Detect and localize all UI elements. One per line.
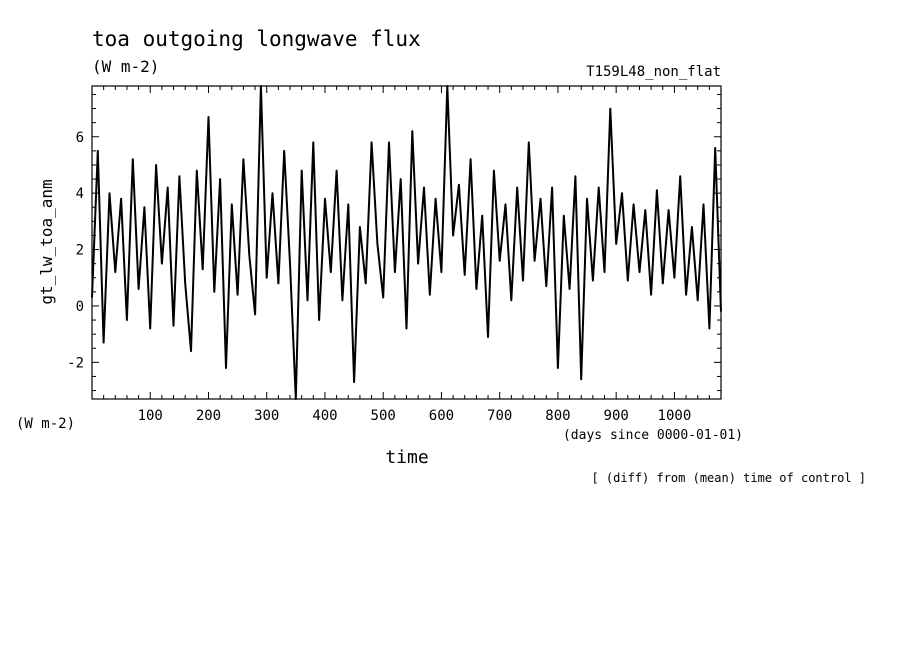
x-tick-label: 100 <box>138 408 163 424</box>
y-axis-ticks: -2 0 2 4 6 <box>67 93 721 392</box>
chart-subtitle: (W m-2) <box>92 57 159 76</box>
y-axis-unit: (W m-2) <box>16 416 75 432</box>
y-tick-label: 2 <box>76 243 84 259</box>
x-tick-label: 500 <box>371 408 396 424</box>
series-line <box>91 85 722 400</box>
y-axis-label: gt_lw_toa_anm <box>37 179 56 304</box>
y-tick-label: 0 <box>76 299 84 315</box>
x-tick-label: 800 <box>545 408 570 424</box>
experiment-label: T159L48_non_flat <box>586 64 721 80</box>
x-tick-label: 1000 <box>658 408 692 424</box>
x-tick-label: 400 <box>312 408 337 424</box>
y-tick-label: 6 <box>76 130 84 146</box>
plot-frame <box>91 85 722 400</box>
y-tick-label: 4 <box>76 186 84 202</box>
x-axis-label: time <box>385 447 428 468</box>
x-tick-label: 600 <box>429 408 454 424</box>
x-tick-label: 900 <box>604 408 629 424</box>
x-axis-ticks: 100 200 300 400 500 600 700 800 900 1000 <box>103 86 710 424</box>
plot-area <box>91 85 722 400</box>
y-tick-label: -2 <box>67 355 84 371</box>
x-tick-label: 300 <box>254 408 279 424</box>
x-tick-label: 200 <box>196 408 221 424</box>
x-tick-label: 700 <box>487 408 512 424</box>
note-text: [ (diff) from (mean) time of control ] <box>591 471 866 485</box>
x-axis-unit: (days since 0000-01-01) <box>563 428 743 443</box>
chart-title: toa outgoing longwave flux <box>92 27 421 51</box>
